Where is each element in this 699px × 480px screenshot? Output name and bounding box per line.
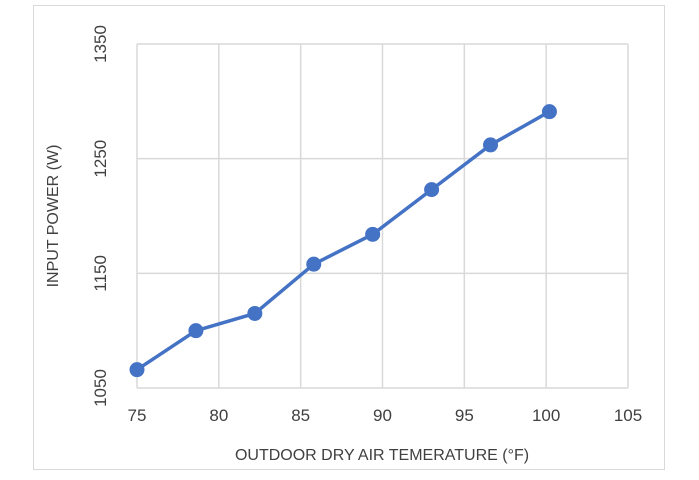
- data-point: [541, 104, 557, 120]
- series-line: [135, 109, 552, 372]
- data-point: [188, 323, 204, 339]
- data-point: [247, 305, 263, 321]
- y-tick-label: 1150: [91, 255, 110, 292]
- y-tick-label: 1050: [91, 369, 110, 407]
- gridlines: [136, 43, 629, 389]
- data-point: [129, 362, 145, 378]
- data-point: [483, 137, 499, 153]
- data-point: [365, 226, 381, 242]
- x-axis-title: OUTDOOR DRY AIR TEMERATURE (°F): [235, 447, 529, 464]
- x-tick-label: 105: [614, 406, 642, 425]
- y-tick-label: 1250: [91, 140, 110, 178]
- x-tick-label: 95: [455, 406, 474, 425]
- y-tick-labels: 1050 1150 1250 1350: [91, 25, 110, 407]
- chart-frame: [33, 5, 665, 470]
- y-tick-label: 1350: [91, 25, 110, 63]
- data-point: [424, 182, 440, 198]
- y-axis-title: INPUT POWER (W): [45, 145, 62, 288]
- x-tick-label: 80: [209, 406, 228, 425]
- x-tick-label: 85: [291, 406, 310, 425]
- series-layer: [129, 104, 557, 378]
- x-tick-label: 90: [373, 406, 392, 425]
- data-point: [306, 256, 322, 272]
- x-tick-labels: 75 80 85 90 95 100 105: [128, 406, 643, 425]
- x-tick-label: 75: [128, 406, 147, 425]
- x-tick-label: 100: [532, 406, 560, 425]
